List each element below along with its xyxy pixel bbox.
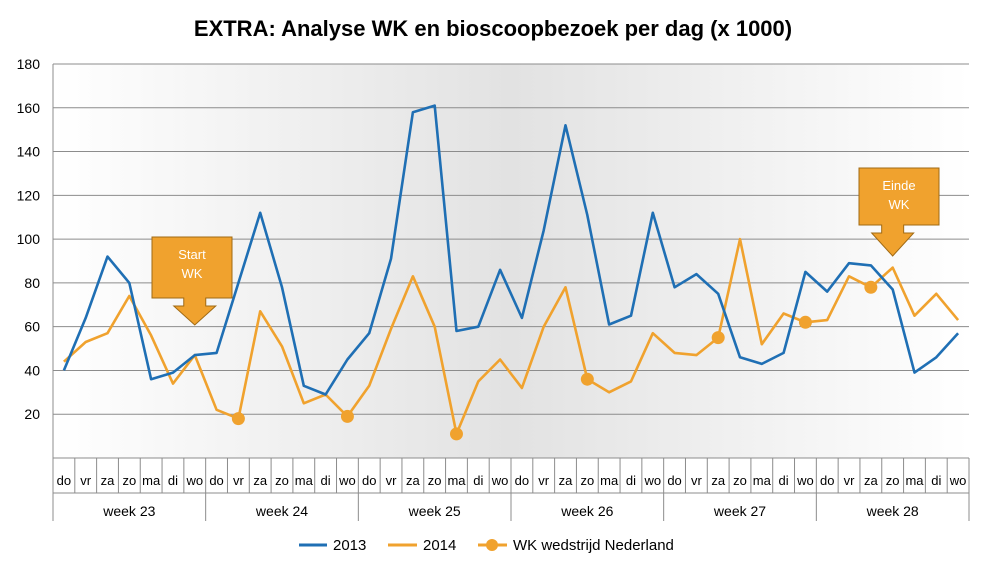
x-tick-label: do xyxy=(209,473,223,488)
x-tick-label: zo xyxy=(428,473,442,488)
y-tick-label: 100 xyxy=(17,231,41,247)
week-label: week 24 xyxy=(255,503,308,519)
x-tick-label: wo xyxy=(949,473,967,488)
legend-marker-wk xyxy=(486,539,498,551)
x-tick-label: za xyxy=(406,473,421,488)
y-tick-label: 60 xyxy=(24,319,40,335)
x-tick-label: za xyxy=(559,473,574,488)
x-tick-label: zo xyxy=(886,473,900,488)
x-tick-label: vr xyxy=(233,473,245,488)
x-tick-label: za xyxy=(711,473,726,488)
y-tick-label: 180 xyxy=(17,56,41,72)
x-tick-label: za xyxy=(864,473,879,488)
x-tick-label: wo xyxy=(643,473,661,488)
legend-label-2013: 2013 xyxy=(333,537,366,554)
y-tick-label: 160 xyxy=(17,100,41,116)
callout-shape xyxy=(858,167,940,257)
x-tick-label: do xyxy=(820,473,834,488)
legend-label-wk: WK wedstrijd Nederland xyxy=(513,537,674,554)
legend: 2013 2014 WK wedstrijd Nederland xyxy=(299,537,674,554)
x-tick-label: vr xyxy=(386,473,398,488)
wk-markers xyxy=(231,280,878,441)
x-tick-label: di xyxy=(168,473,178,488)
x-tick-label: zo xyxy=(275,473,289,488)
x-tick-label: vr xyxy=(844,473,856,488)
callout-text: WK xyxy=(182,266,203,281)
wk-marker xyxy=(798,315,812,329)
x-tick-label: do xyxy=(667,473,681,488)
week-label: week 25 xyxy=(408,503,461,519)
y-tick-label: 40 xyxy=(24,362,40,378)
legend-label-2014: 2014 xyxy=(423,537,456,554)
x-tick-label: vr xyxy=(538,473,550,488)
wk-marker xyxy=(449,427,463,441)
y-tick-label: 120 xyxy=(17,187,41,203)
x-tick-label: ma xyxy=(142,473,161,488)
x-axis: do vr za zo ma di wo do vr za zo ma di wo do vr za zo ma di… xyxy=(52,64,970,521)
x-tick-label: di xyxy=(473,473,483,488)
x-tick-label: zo xyxy=(122,473,136,488)
callout-text: Start xyxy=(178,247,206,262)
x-tick-label: di xyxy=(626,473,636,488)
y-tick-label: 20 xyxy=(24,406,40,422)
x-tick-label: za xyxy=(253,473,268,488)
x-tick-label: di xyxy=(779,473,789,488)
week-label: week 27 xyxy=(713,503,766,519)
callout-shape xyxy=(151,236,233,326)
x-tick-label: zo xyxy=(580,473,594,488)
x-tick-label: ma xyxy=(600,473,619,488)
wk-marker xyxy=(864,280,878,294)
x-tick-label: zo xyxy=(733,473,747,488)
x-tick-label: za xyxy=(101,473,116,488)
x-tick-label: ma xyxy=(295,473,314,488)
x-tick-label: wo xyxy=(185,473,203,488)
y-tick-label: 80 xyxy=(24,275,40,291)
x-tick-label: ma xyxy=(905,473,924,488)
y-axis: 20 40 60 80 100 120 140 160 180 xyxy=(17,56,41,422)
x-tick-label: do xyxy=(57,473,71,488)
week-label: week 28 xyxy=(866,503,919,519)
callout-text: Einde xyxy=(882,178,915,193)
x-tick-label: wo xyxy=(338,473,356,488)
chart-title: EXTRA: Analyse WK en bioscoopbezoek per … xyxy=(194,16,792,41)
wk-marker xyxy=(580,372,594,386)
wk-marker xyxy=(340,409,354,423)
x-tick-label: do xyxy=(362,473,376,488)
x-tick-label: di xyxy=(931,473,941,488)
wk-marker xyxy=(231,412,245,426)
wk-marker xyxy=(711,331,725,345)
week-label: week 26 xyxy=(560,503,613,519)
week-label: week 23 xyxy=(102,503,155,519)
callout-text: WK xyxy=(889,197,910,212)
x-tick-label: do xyxy=(515,473,529,488)
callouts: Start WK Einde WK xyxy=(151,167,940,326)
x-tick-label: ma xyxy=(753,473,772,488)
x-tick-label: vr xyxy=(691,473,703,488)
series-line-2013 xyxy=(62,104,960,396)
x-tick-label: ma xyxy=(447,473,466,488)
x-tick-label: vr xyxy=(80,473,92,488)
x-tick-label: di xyxy=(321,473,331,488)
x-tick-label: wo xyxy=(491,473,509,488)
y-tick-label: 140 xyxy=(17,144,41,160)
x-tick-label: wo xyxy=(796,473,814,488)
